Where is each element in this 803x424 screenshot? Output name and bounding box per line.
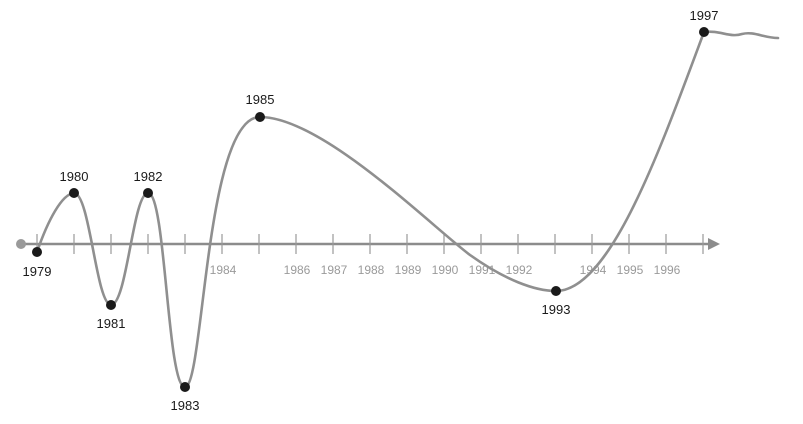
point-label-1982: 1982 <box>134 169 163 184</box>
point-1985-dot <box>255 112 265 122</box>
tick-label: 1988 <box>358 263 385 277</box>
point-1979-dot <box>32 247 42 257</box>
point-1983-dot <box>180 382 190 392</box>
tick-label: 1989 <box>395 263 422 277</box>
point-label-1983: 1983 <box>171 398 200 413</box>
axis-tick-labels: 1984 1986 1987 1988 1989 1990 1991 1992 … <box>210 263 681 277</box>
point-label-1981: 1981 <box>97 316 126 331</box>
point-label-1979: 1979 <box>23 264 52 279</box>
tick-label: 1984 <box>210 263 237 277</box>
tick-label: 1995 <box>617 263 644 277</box>
point-1982-dot <box>143 188 153 198</box>
axis-ticks <box>36 234 704 254</box>
point-1997-dot <box>699 27 709 37</box>
point-label-1993: 1993 <box>542 302 571 317</box>
timeline-curve <box>35 30 780 389</box>
tick-label: 1992 <box>506 263 533 277</box>
point-label-1997: 1997 <box>690 8 719 23</box>
point-1993-dot <box>551 286 561 296</box>
tick-label: 1996 <box>654 263 681 277</box>
point-label-1980: 1980 <box>60 169 89 184</box>
axis-arrow-icon <box>708 238 720 250</box>
axis-start-dot <box>16 239 26 249</box>
point-1980-dot <box>69 188 79 198</box>
tick-label: 1986 <box>284 263 311 277</box>
tick-label: 1990 <box>432 263 459 277</box>
point-1981-dot <box>106 300 116 310</box>
point-label-1985: 1985 <box>246 92 275 107</box>
tick-label: 1987 <box>321 263 348 277</box>
